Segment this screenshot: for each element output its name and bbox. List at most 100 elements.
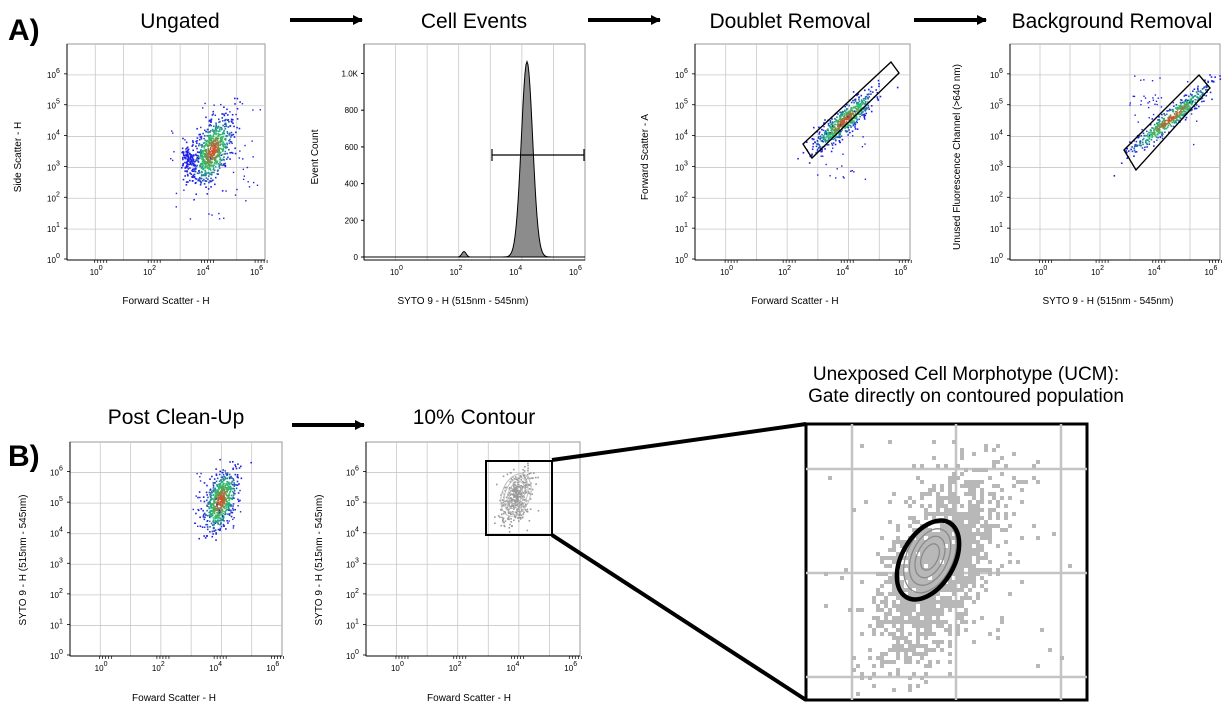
data-point	[871, 86, 873, 88]
data-point	[884, 580, 888, 584]
data-point	[217, 170, 219, 172]
data-point	[223, 130, 225, 132]
data-point	[226, 153, 228, 155]
data-point	[502, 505, 504, 507]
data-point	[829, 132, 830, 133]
data-point	[863, 114, 864, 115]
data-point	[199, 157, 201, 159]
data-point	[854, 110, 855, 111]
data-point	[936, 464, 940, 468]
data-point	[888, 564, 892, 568]
zoom-connector-bottom	[552, 535, 806, 700]
data-point	[215, 177, 217, 179]
data-point	[865, 115, 866, 116]
data-point	[888, 648, 892, 652]
data-point	[944, 600, 948, 604]
data-point	[1197, 89, 1199, 91]
data-point	[932, 440, 936, 444]
data-point	[897, 87, 899, 89]
data-point	[996, 568, 1000, 572]
data-point	[1008, 592, 1012, 596]
data-point	[908, 616, 912, 620]
data-point	[213, 487, 215, 489]
data-point	[232, 478, 234, 480]
data-point	[988, 508, 992, 512]
data-point	[916, 652, 920, 656]
data-point	[940, 512, 944, 516]
data-point	[928, 664, 932, 668]
data-point	[992, 496, 996, 500]
data-point	[944, 464, 948, 468]
data-point	[988, 516, 992, 520]
data-point	[980, 556, 984, 560]
data-point	[904, 652, 908, 656]
data-point	[916, 644, 920, 648]
data-point	[217, 135, 219, 137]
data-point	[509, 531, 511, 533]
data-point	[908, 620, 912, 624]
plot-frame	[70, 442, 282, 656]
data-point	[900, 580, 904, 584]
data-point	[184, 139, 185, 140]
data-point	[227, 133, 229, 135]
y-tick-exponent: 4	[59, 527, 63, 534]
data-point	[227, 487, 229, 489]
data-point	[181, 167, 183, 169]
data-point	[832, 125, 833, 126]
data-point	[1195, 99, 1197, 101]
data-point	[932, 608, 936, 612]
data-point	[840, 114, 842, 116]
data-point	[892, 544, 896, 548]
data-point	[830, 129, 832, 131]
data-point	[1211, 80, 1213, 82]
data-point	[232, 484, 233, 485]
data-point	[1156, 122, 1158, 124]
data-point	[521, 517, 523, 519]
data-point	[880, 660, 884, 664]
data-point	[532, 489, 534, 491]
data-point	[865, 101, 867, 103]
data-point	[196, 148, 198, 150]
data-point	[1184, 95, 1185, 96]
data-point	[1024, 480, 1028, 484]
data-point	[1149, 135, 1150, 136]
data-point	[183, 151, 185, 153]
data-point	[835, 124, 837, 126]
data-point	[968, 484, 972, 488]
data-point	[964, 608, 968, 612]
data-point	[876, 604, 880, 608]
data-point	[821, 137, 823, 139]
data-point	[1201, 101, 1203, 103]
data-point	[219, 218, 220, 219]
data-point	[242, 103, 243, 104]
data-point	[996, 628, 1000, 632]
data-point	[996, 512, 1000, 516]
data-point	[216, 506, 218, 508]
data-point	[195, 171, 197, 173]
data-point	[211, 174, 213, 176]
y-tick-exponent: 2	[59, 588, 63, 595]
data-point	[964, 596, 968, 600]
data-point	[912, 620, 916, 624]
data-point	[1193, 144, 1194, 145]
data-point	[197, 137, 199, 139]
data-point	[183, 179, 185, 181]
data-point	[920, 676, 924, 680]
data-point	[240, 511, 241, 512]
data-point	[225, 138, 227, 140]
data-point	[244, 175, 245, 176]
data-point	[202, 158, 204, 160]
data-point	[203, 535, 205, 537]
data-point	[1185, 100, 1186, 101]
data-point	[204, 482, 206, 484]
data-point	[220, 142, 222, 144]
data-point	[219, 474, 221, 476]
y-tick-exponent: 1	[684, 222, 688, 229]
data-point	[924, 644, 928, 648]
data-point	[892, 560, 896, 564]
data-point	[1146, 139, 1148, 141]
data-point	[868, 93, 870, 95]
data-point	[924, 632, 928, 636]
data-point	[845, 122, 847, 124]
